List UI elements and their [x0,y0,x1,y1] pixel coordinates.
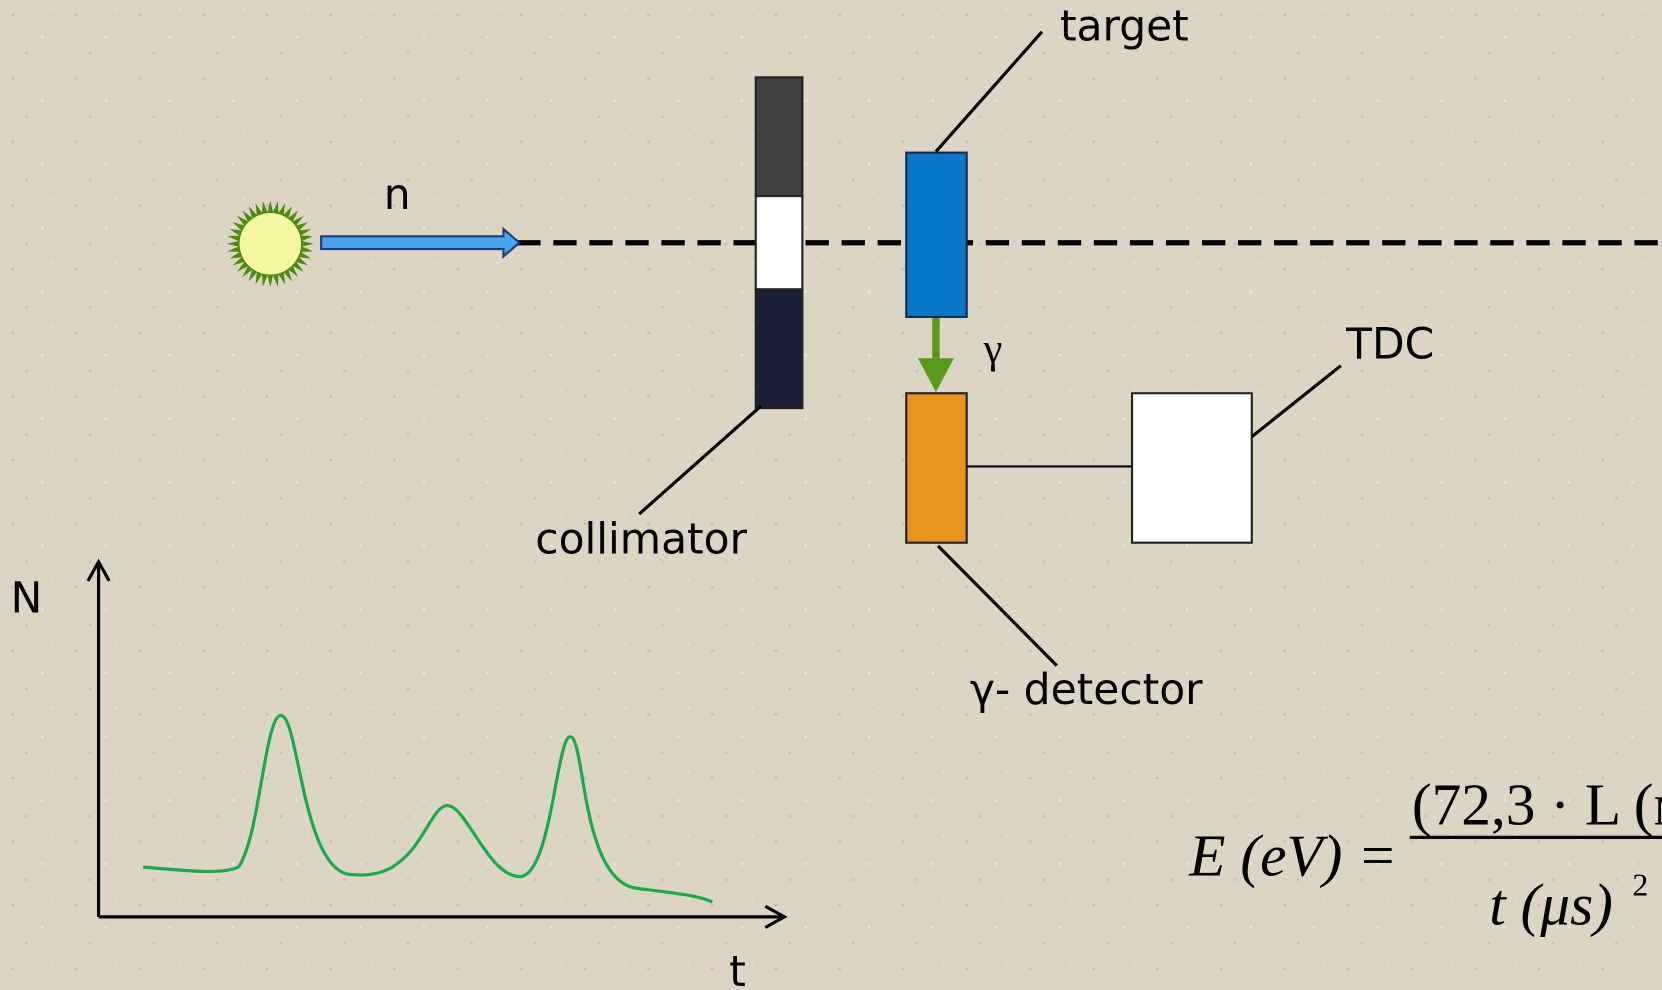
tdc-label: TDC [1345,319,1434,368]
gamma-arrowhead [917,358,954,393]
tdc-box [1130,392,1253,544]
collimator-top [754,76,804,198]
neutron-label: n [384,170,411,219]
formula-exponent: 2 [1632,868,1648,903]
formula-numerator: (72,3 · L (м [1412,772,1662,838]
target-label: target [1060,1,1189,50]
x-axis-label: t [729,947,746,990]
formula-lhs: E (eV) = [1188,823,1397,889]
collimator-label: collimator [535,514,747,563]
gamma-label: γ [983,326,1003,373]
collimator-gap [754,195,804,291]
target [905,151,968,318]
detector [905,392,968,544]
collimator-bottom [754,288,804,410]
axes [86,558,788,929]
detector-label: γ- detector [970,665,1203,714]
formula-denominator: t (μs) [1489,871,1613,937]
source [226,200,314,288]
leaders [638,30,1342,667]
spectrum-curve [142,713,713,904]
neutron-arrow [320,226,521,259]
y-axis-label: N [11,574,43,623]
